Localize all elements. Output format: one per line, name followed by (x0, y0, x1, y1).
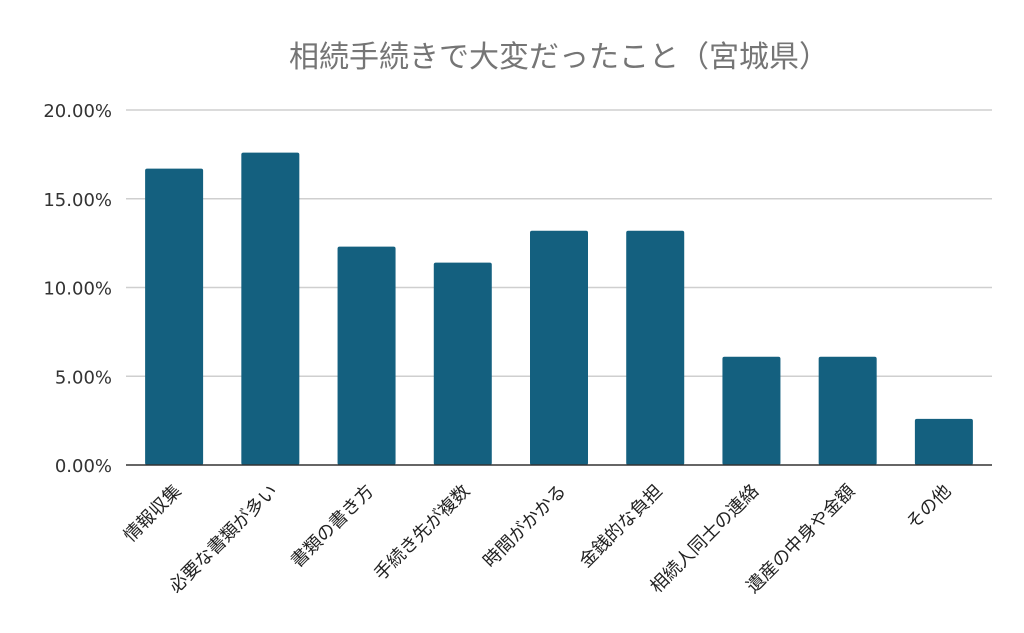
bars-layer (145, 152, 973, 465)
x-category-label: その他 (902, 481, 955, 534)
bar (337, 246, 396, 465)
y-tick-label: 15.00% (43, 190, 112, 211)
x-category-label: 書類の書き方 (287, 481, 378, 572)
y-tick-label: 10.00% (43, 279, 112, 300)
bar (818, 356, 877, 465)
x-category-label: 金銭的な負担 (576, 481, 667, 572)
bar (530, 230, 588, 465)
chart-title: 相続手続きで大変だったこと（宮城県） (289, 40, 829, 75)
bar (722, 356, 781, 465)
bar (241, 152, 300, 465)
bar (626, 230, 685, 465)
y-tick-label: 20.00% (43, 101, 112, 122)
y-tick-label: 0.00% (55, 456, 112, 477)
bar (914, 418, 973, 465)
x-category-label: 時間がかかる (479, 481, 570, 572)
bar (145, 168, 204, 465)
bar (433, 262, 492, 465)
y-axis-ticks: 0.00% 5.00% 10.00% 15.00% 20.00% (43, 101, 112, 477)
x-category-label: 情報収集 (120, 481, 186, 547)
x-category-label: 手続き先が複数 (370, 481, 474, 585)
y-tick-label: 5.00% (55, 367, 112, 388)
